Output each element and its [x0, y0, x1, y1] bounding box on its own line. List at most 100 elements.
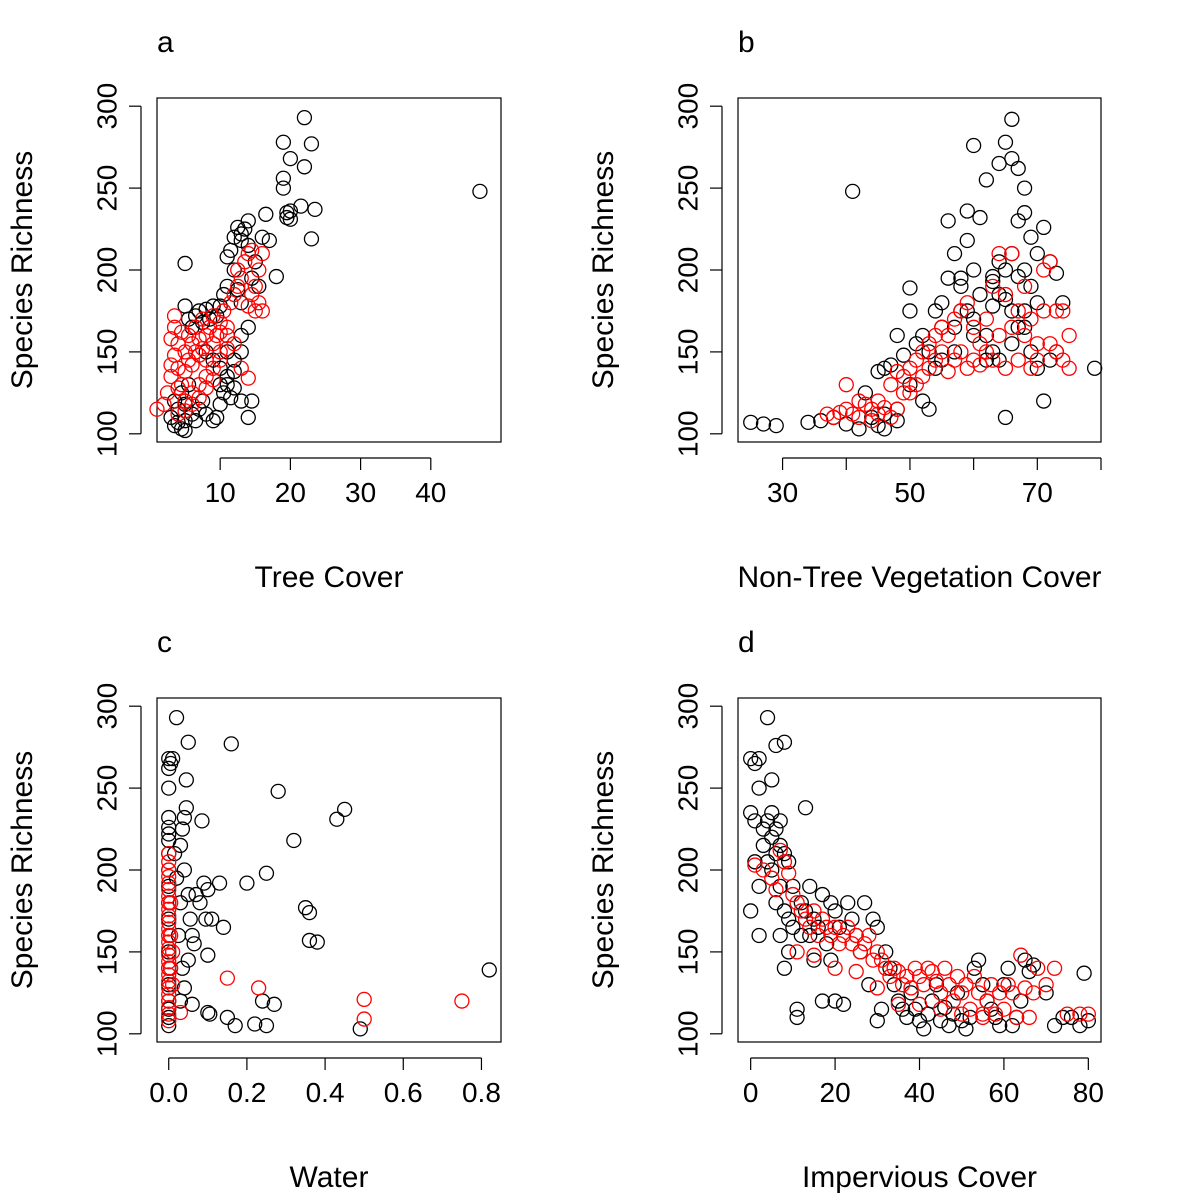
panel-letter: b: [738, 26, 755, 59]
red-point: [1016, 278, 1033, 295]
red-point: [230, 262, 246, 278]
red-point: [163, 927, 179, 944]
black-point: [902, 303, 918, 319]
red-point: [907, 960, 923, 976]
red-point: [356, 1011, 372, 1027]
black-point: [768, 821, 784, 837]
black-point: [902, 280, 918, 296]
black-point: [282, 203, 299, 219]
red-point: [865, 952, 881, 968]
black-point: [965, 262, 982, 278]
red-point: [172, 1004, 189, 1021]
red-point: [1004, 319, 1020, 335]
black-point: [903, 985, 919, 1001]
red-point: [240, 245, 256, 262]
red-point: [848, 963, 864, 980]
black-point: [940, 213, 956, 229]
red-point: [244, 242, 260, 258]
black-point: [755, 837, 771, 854]
red-point: [454, 993, 470, 1009]
black-point: [168, 710, 185, 726]
red-point: [1030, 960, 1046, 976]
black-point: [176, 809, 193, 826]
red-point: [991, 245, 1007, 262]
black-point: [178, 772, 194, 788]
red-point: [251, 262, 267, 278]
black-point: [894, 1001, 911, 1017]
black-point: [776, 734, 793, 750]
black-point: [772, 927, 788, 944]
black-point: [861, 977, 877, 993]
red-point: [996, 1001, 1012, 1017]
black-point: [755, 821, 771, 837]
black-point: [186, 936, 202, 952]
black-point: [940, 270, 956, 286]
y-tick-label: 150: [91, 329, 122, 376]
red-point: [191, 331, 207, 347]
red-point: [1010, 303, 1026, 319]
red-point: [873, 952, 890, 968]
black-point: [178, 800, 194, 816]
red-point: [997, 286, 1014, 303]
black-point: [844, 911, 860, 927]
red-point: [164, 944, 181, 960]
plot-frame: [156, 697, 502, 1043]
black-point: [240, 319, 256, 335]
black-point: [1004, 111, 1020, 127]
black-point: [1013, 993, 1029, 1009]
red-point: [1046, 960, 1063, 976]
black-point: [180, 734, 196, 750]
y-axis-label: Species Richness: [6, 151, 39, 389]
red-point: [954, 985, 970, 1001]
black-point: [743, 750, 759, 767]
black-point: [962, 1009, 978, 1026]
x-tick-label: 80: [1073, 1077, 1104, 1108]
black-point: [161, 944, 177, 960]
red-point: [1059, 1006, 1075, 1022]
red-point: [810, 927, 826, 944]
black-point: [851, 421, 867, 437]
black-point: [924, 993, 940, 1009]
black-point: [1036, 393, 1052, 409]
black-point: [481, 962, 497, 978]
red-point: [818, 919, 835, 935]
black-point: [916, 1021, 932, 1037]
x-tick-label: 60: [988, 1077, 1019, 1108]
red-point: [161, 980, 177, 996]
black-point: [191, 303, 207, 319]
black-point: [751, 780, 767, 796]
red-point: [1042, 254, 1058, 270]
black-point: [1016, 180, 1033, 196]
black-point: [1004, 336, 1020, 352]
black-point: [772, 878, 788, 895]
black-point: [789, 1009, 805, 1026]
x-tick-label: 0.6: [384, 1077, 423, 1108]
black-point: [949, 985, 966, 1001]
red-point: [848, 927, 864, 944]
black-point: [978, 172, 995, 188]
red-point: [161, 921, 177, 937]
red-point: [254, 245, 270, 262]
black-point: [180, 886, 196, 903]
red-point: [161, 845, 177, 862]
black-point: [233, 344, 249, 360]
black-point: [934, 295, 950, 311]
red-point: [937, 960, 953, 976]
red-point: [161, 854, 177, 870]
red-point: [793, 903, 809, 919]
red-point: [844, 936, 860, 952]
red-point: [177, 393, 193, 409]
black-point: [247, 1016, 263, 1032]
x-tick-label: 10: [205, 477, 236, 508]
black-point: [869, 1013, 885, 1029]
black-point: [268, 268, 284, 285]
red-point: [806, 903, 822, 919]
black-point: [831, 919, 847, 935]
black-point: [200, 882, 216, 898]
black-point: [764, 772, 780, 788]
black-point: [223, 390, 239, 406]
red-point: [785, 886, 801, 903]
red-point: [1029, 336, 1045, 352]
red-point: [233, 360, 249, 376]
y-axis-label: Species Richness: [587, 751, 620, 989]
